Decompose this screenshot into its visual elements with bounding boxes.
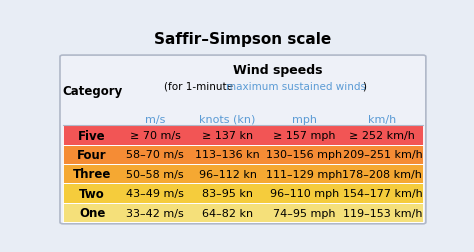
Text: Two: Two <box>79 187 105 200</box>
Text: Category: Category <box>62 85 122 98</box>
Text: Four: Four <box>77 148 107 161</box>
Bar <box>63 203 423 222</box>
Text: (for 1-minute: (for 1-minute <box>164 82 236 91</box>
Text: 111–129 mph: 111–129 mph <box>266 169 342 179</box>
Bar <box>63 184 423 203</box>
Bar <box>63 145 423 165</box>
Text: 209–251 km/h: 209–251 km/h <box>343 150 422 160</box>
Text: ): ) <box>362 82 366 91</box>
Text: 50–58 m/s: 50–58 m/s <box>126 169 184 179</box>
Text: ≥ 70 m/s: ≥ 70 m/s <box>130 131 181 140</box>
Text: 74–95 mph: 74–95 mph <box>273 208 336 218</box>
Text: 113–136 kn: 113–136 kn <box>195 150 260 160</box>
Text: knots (kn): knots (kn) <box>200 114 256 124</box>
Text: 96–110 mph: 96–110 mph <box>270 188 339 198</box>
Text: Wind speeds: Wind speeds <box>233 64 323 77</box>
Text: ≥ 157 mph: ≥ 157 mph <box>273 131 336 140</box>
Text: 154–177 km/h: 154–177 km/h <box>343 188 422 198</box>
Text: 96–112 kn: 96–112 kn <box>199 169 256 179</box>
Text: 178–208 km/h: 178–208 km/h <box>343 169 422 179</box>
Text: One: One <box>79 206 105 219</box>
Text: km/h: km/h <box>368 114 397 124</box>
Text: 83–95 kn: 83–95 kn <box>202 188 253 198</box>
Text: ≥ 137 kn: ≥ 137 kn <box>202 131 253 140</box>
Text: mph: mph <box>292 114 317 124</box>
Bar <box>63 126 423 145</box>
Text: 130–156 mph: 130–156 mph <box>266 150 342 160</box>
Text: Five: Five <box>78 129 106 142</box>
Bar <box>63 165 423 184</box>
Text: Saffir–Simpson scale: Saffir–Simpson scale <box>155 32 331 46</box>
Text: 64–82 kn: 64–82 kn <box>202 208 253 218</box>
Text: Three: Three <box>73 168 111 181</box>
Text: m/s: m/s <box>145 114 165 124</box>
Text: 43–49 m/s: 43–49 m/s <box>126 188 184 198</box>
Text: 119–153 km/h: 119–153 km/h <box>343 208 422 218</box>
Text: 58–70 m/s: 58–70 m/s <box>126 150 184 160</box>
Text: ≥ 252 km/h: ≥ 252 km/h <box>349 131 415 140</box>
Text: 33–42 m/s: 33–42 m/s <box>126 208 184 218</box>
FancyBboxPatch shape <box>60 56 426 224</box>
Text: maximum sustained winds: maximum sustained winds <box>227 82 366 91</box>
